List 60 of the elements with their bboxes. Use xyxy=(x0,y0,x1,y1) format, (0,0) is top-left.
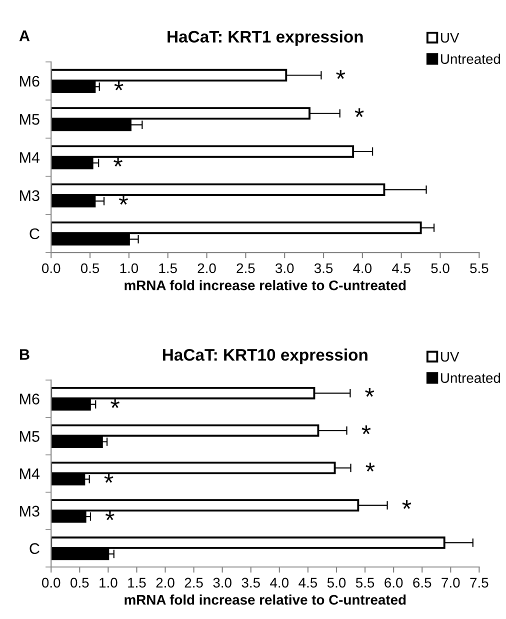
x-tick-label: 1.5 xyxy=(128,578,146,588)
text: A xyxy=(19,30,30,42)
annotation: * xyxy=(362,425,371,434)
x-tick-label: 3.0 xyxy=(275,263,294,274)
x-tick-label: 0.5 xyxy=(80,263,100,274)
x-tick-label: 5.5 xyxy=(356,578,374,588)
x-tick-label: 1.0 xyxy=(100,578,118,588)
annotation: * xyxy=(104,474,114,483)
x-tick-label: 4.5 xyxy=(298,578,318,588)
x-tick-label: 4.5 xyxy=(392,263,410,274)
annotation: * xyxy=(354,108,364,117)
x-axis-title: mRNA fold increase relative to C-untreated xyxy=(124,280,406,290)
legend-label: UV xyxy=(441,352,460,362)
y-tick-label: M4 xyxy=(20,152,40,163)
legend-label: Untreated xyxy=(441,54,500,64)
annotation: * xyxy=(365,388,374,397)
x-tick-label: 1.5 xyxy=(159,263,177,274)
chart-title: HaCaT: KRT10 expression xyxy=(162,348,368,364)
x-axis-title: mRNA fold increase relative to C-untreated xyxy=(124,594,406,605)
x-tick-label: 5.0 xyxy=(431,263,450,274)
x-tick-label: 0.0 xyxy=(42,263,60,274)
x-tick-label: 5.0 xyxy=(327,578,346,588)
y-tick-label: M6 xyxy=(20,76,40,87)
y-tick-label: M3 xyxy=(20,190,40,202)
annotation: * xyxy=(114,82,124,90)
x-tick-label: 6.5 xyxy=(413,578,432,588)
y-tick-label: M3 xyxy=(20,506,40,517)
annotation: * xyxy=(110,399,120,408)
x-tick-label: 4.0 xyxy=(270,578,289,588)
y-tick-label: M6 xyxy=(20,394,40,404)
x-tick-label: 0.5 xyxy=(70,578,89,588)
y-tick-label: M5 xyxy=(20,114,40,125)
x-tick-label: 2.5 xyxy=(184,578,203,588)
annotation: * xyxy=(336,70,346,79)
annotation: * xyxy=(119,196,128,205)
chart-title: HaCaT: KRT1 expression xyxy=(168,30,363,46)
x-tick-label: 0.0 xyxy=(42,578,60,588)
x-tick-label: 5.5 xyxy=(470,263,488,274)
annotation: * xyxy=(366,462,375,472)
annotation: * xyxy=(114,158,123,167)
y-tick-label: M4 xyxy=(20,468,40,480)
x-tick-label: 3.0 xyxy=(213,578,232,588)
annotation: * xyxy=(105,511,114,520)
x-tick-label: 2.0 xyxy=(198,263,216,274)
text: B xyxy=(20,349,30,360)
legend-label: UV xyxy=(441,32,460,43)
x-tick-label: 3.5 xyxy=(242,578,260,588)
y-tick-label: M5 xyxy=(20,431,40,442)
x-tick-label: 7.0 xyxy=(442,578,460,588)
x-tick-label: 1.0 xyxy=(120,263,138,274)
x-tick-label: 4.0 xyxy=(353,263,372,274)
x-tick-label: 3.5 xyxy=(314,263,333,274)
y-tick-label: C xyxy=(30,228,40,240)
y-tick-label: C xyxy=(30,543,40,554)
x-tick-label: 2.0 xyxy=(156,578,174,588)
x-tick-label: 2.5 xyxy=(236,263,255,274)
x-tick-label: 7.5 xyxy=(470,578,488,588)
annotation: * xyxy=(402,500,412,509)
legend-label: Untreated xyxy=(441,372,500,383)
x-tick-label: 6.0 xyxy=(384,578,403,588)
